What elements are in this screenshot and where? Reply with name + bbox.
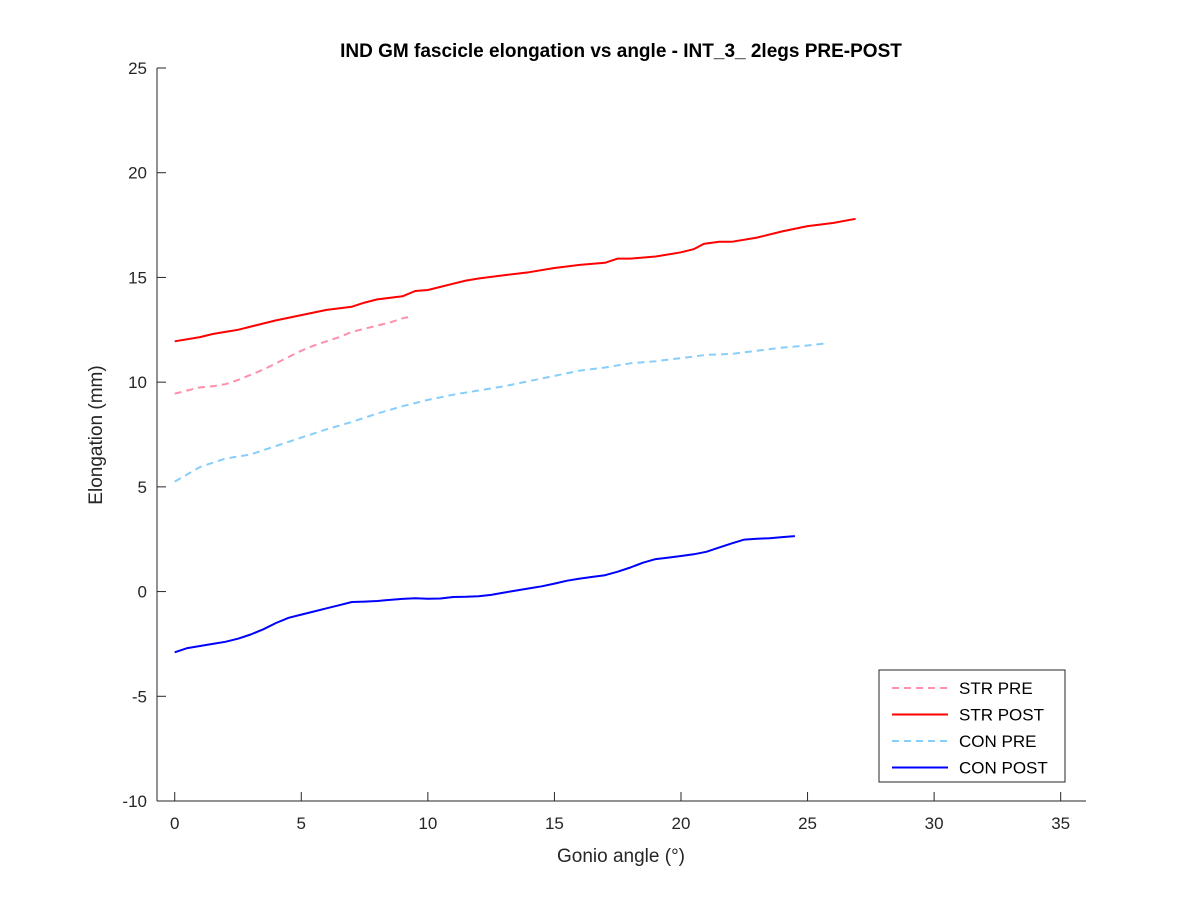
chart-title: IND GM fascicle elongation vs angle - IN… xyxy=(340,41,902,62)
x-tick-label: 5 xyxy=(297,814,306,833)
x-axis-label: Gonio angle (°) xyxy=(557,846,685,867)
y-tick-label: 5 xyxy=(138,478,147,497)
x-tick-label: 10 xyxy=(418,814,437,833)
legend-label: CON PRE xyxy=(959,732,1036,751)
y-tick-label: 10 xyxy=(128,373,147,392)
x-tick-label: 25 xyxy=(798,814,817,833)
y-tick-label: 15 xyxy=(128,268,147,287)
x-tick-label: 30 xyxy=(925,814,944,833)
legend-label: STR POST xyxy=(959,706,1044,725)
x-tick-label: 20 xyxy=(672,814,691,833)
series-line-str-post xyxy=(174,217,856,343)
legend-label: STR PRE xyxy=(959,679,1033,698)
y-tick-label: -10 xyxy=(122,792,147,811)
series-line-con-post xyxy=(174,535,795,654)
series-layer xyxy=(174,217,856,654)
x-tick-label: 0 xyxy=(170,814,179,833)
y-tick-label: -5 xyxy=(132,687,147,706)
axes: 0 5 10 15 20 25 30 35 -10 -5 0 5 10 15 20 25 xyxy=(122,59,1086,833)
x-tick-label: 15 xyxy=(545,814,564,833)
y-tick-label: 20 xyxy=(128,164,147,183)
x-tick-label: 35 xyxy=(1051,814,1070,833)
legend-label: CON POST xyxy=(959,759,1048,778)
y-tick-label: 25 xyxy=(128,59,147,78)
series-line-str-pre xyxy=(174,315,413,395)
legend: STR PRE STR POST CON PRE CON POST xyxy=(878,669,1066,783)
y-tick-label: 0 xyxy=(138,583,147,602)
y-axis-label: Elongation (mm) xyxy=(86,365,107,504)
